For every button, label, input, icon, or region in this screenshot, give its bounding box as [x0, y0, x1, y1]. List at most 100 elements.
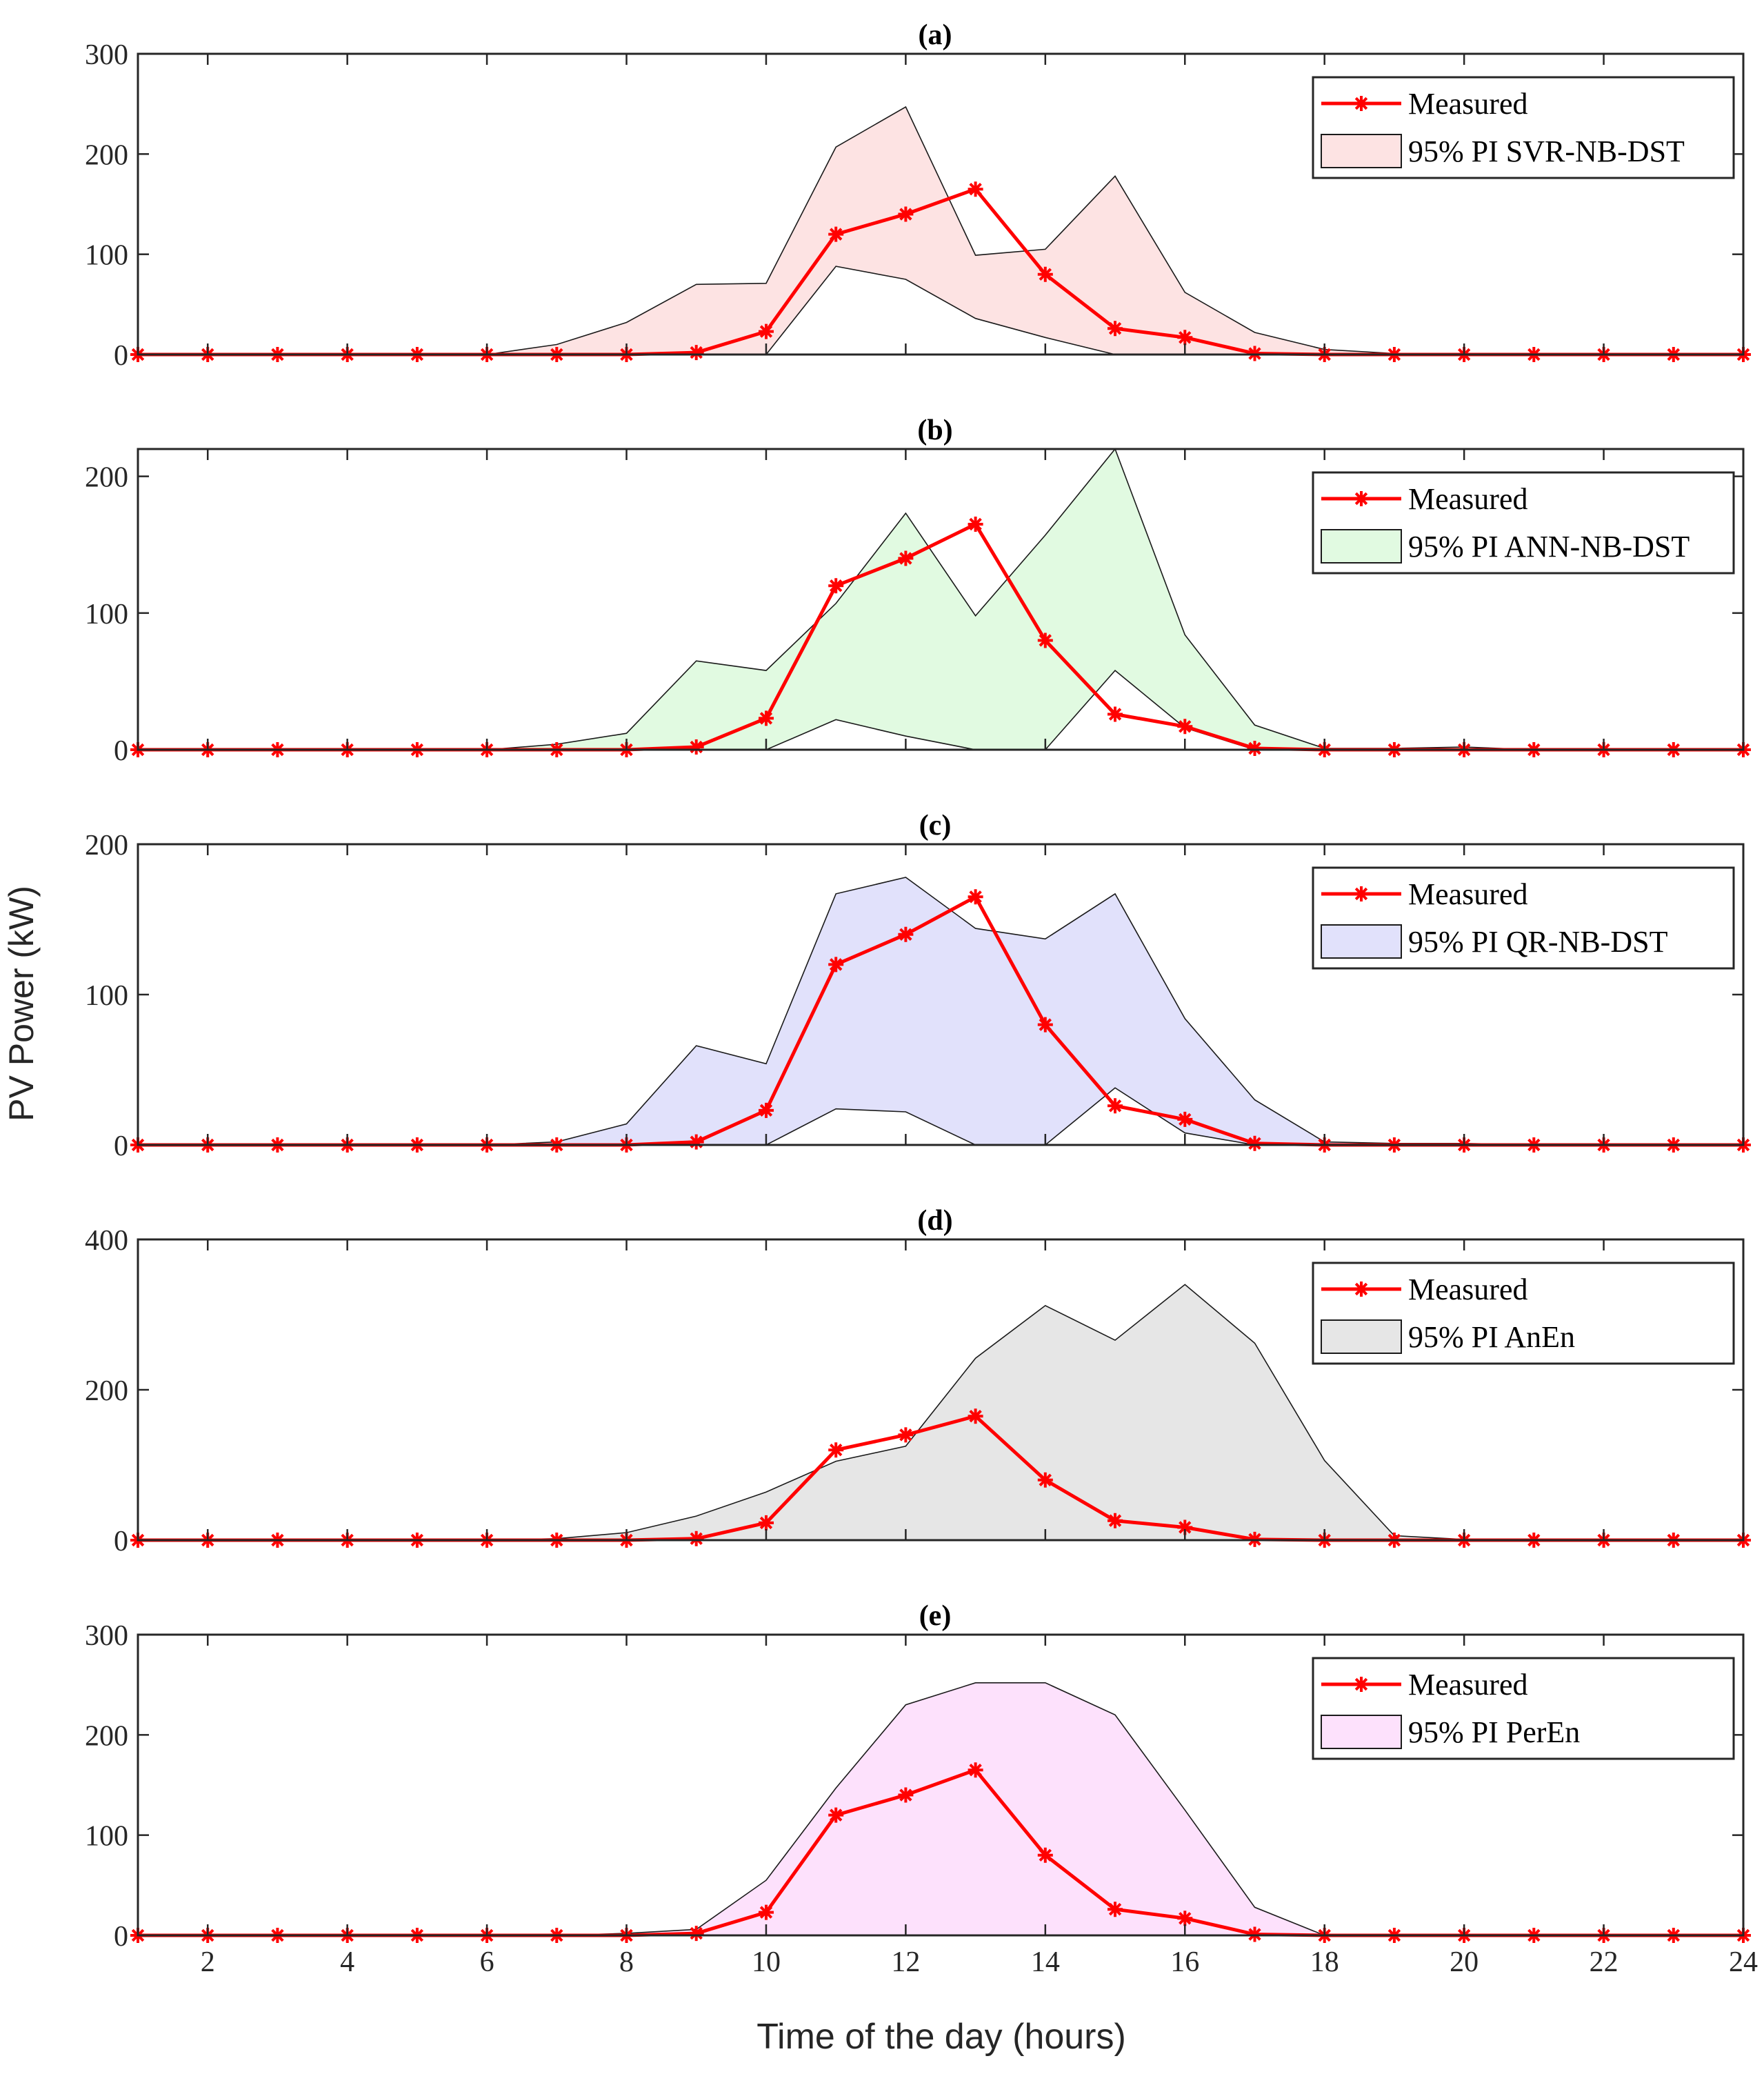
measured-point [1107, 1902, 1123, 1917]
legend: Measured 95% PI SVR-NB-DST [1312, 76, 1735, 179]
measured-point [1037, 266, 1053, 282]
y-tick-label: 400 [85, 1225, 128, 1257]
measured-point [968, 517, 983, 532]
legend-interval-label: 95% PI ANN-NB-DST [1408, 530, 1690, 564]
y-tick-label: 100 [85, 980, 128, 1012]
measured-point [688, 345, 704, 361]
legend-measured-label: Measured [1408, 877, 1528, 911]
y-tick-label: 200 [85, 830, 128, 861]
measured-point [828, 578, 844, 594]
legend-interval-label: 95% PI QR-NB-DST [1408, 925, 1668, 959]
y-tick-label: 100 [85, 599, 128, 630]
measured-point [1177, 1111, 1193, 1127]
y-tick-label: 0 [114, 340, 128, 372]
legend-interval-swatch [1321, 1319, 1402, 1354]
panel-title: (d) [917, 1205, 952, 1237]
y-tick-label: 200 [85, 462, 128, 494]
measured-point [968, 889, 983, 905]
x-tick-label: 6 [480, 1946, 494, 1978]
legend-interval-swatch [1321, 1715, 1402, 1749]
legend-interval-label: 95% PI AnEn [1408, 1320, 1575, 1354]
legend-measured-label: Measured [1408, 482, 1528, 516]
panel-c: 0 100 200 (c) Measured 95% PI QR-NB-DST [85, 810, 1751, 1162]
legend-interval-swatch [1321, 134, 1402, 168]
x-tick-label: 4 [340, 1946, 354, 1978]
y-tick-label: 100 [85, 1821, 128, 1853]
prediction-interval-band [138, 449, 1743, 750]
legend-interval-swatch [1321, 529, 1402, 564]
prediction-interval-band [138, 1682, 1743, 1935]
legend-measured-label: Measured [1408, 1668, 1528, 1702]
legend-interval-label: 95% PI SVR-NB-DST [1408, 134, 1685, 168]
legend: Measured 95% PI PerEn [1312, 1657, 1735, 1760]
y-tick-label: 200 [85, 1720, 128, 1752]
measured-point [1107, 321, 1123, 337]
y-tick-label: 200 [85, 139, 128, 171]
y-tick-label: 0 [114, 1921, 128, 1953]
y-tick-label: 0 [114, 1130, 128, 1162]
measured-point [759, 1904, 774, 1920]
x-tick-label: 20 [1450, 1946, 1479, 1978]
axes-box [137, 1633, 1745, 1937]
axes-box [137, 52, 1745, 356]
measured-point [968, 181, 983, 197]
measured-point [828, 1442, 844, 1458]
x-tick-label: 18 [1310, 1946, 1339, 1978]
measured-point [828, 957, 844, 973]
y-tick-label: 300 [85, 1620, 128, 1652]
y-tick-label: 100 [85, 240, 128, 272]
measured-point [1247, 741, 1263, 756]
measured-point [688, 739, 704, 755]
legend-interval-swatch [1321, 924, 1402, 959]
measured-point [759, 1515, 774, 1530]
measured-point [828, 1807, 844, 1823]
legend: Measured 95% PI ANN-NB-DST [1312, 471, 1735, 575]
y-tick-label: 300 [85, 39, 128, 71]
x-tick-label: 22 [1590, 1946, 1618, 1978]
measured-point [1037, 1847, 1053, 1863]
measured-point [1107, 1098, 1123, 1114]
panel-title: (e) [919, 1600, 952, 1632]
legend-measured-marker [1354, 886, 1369, 901]
measured-point [898, 1787, 914, 1803]
measured-point [759, 710, 774, 726]
prediction-interval-band [138, 1284, 1743, 1540]
measured-point [759, 323, 774, 339]
legend-measured-label: Measured [1408, 87, 1528, 121]
measured-point [1037, 1017, 1053, 1033]
legend-measured-marker [1354, 1282, 1369, 1297]
measured-point [1177, 1519, 1193, 1535]
legend-interval-label: 95% PI PerEn [1408, 1715, 1580, 1749]
legend: Measured 95% PI QR-NB-DST [1312, 866, 1735, 970]
panel-title: (c) [919, 810, 952, 841]
panel-title: (b) [917, 415, 952, 446]
x-tick-label: 14 [1031, 1946, 1060, 1978]
measured-point [968, 1762, 983, 1778]
x-axis-label: Time of the day (hours) [756, 2017, 1126, 2057]
measured-point [688, 1926, 704, 1942]
panel-d: 0 200 400 (d) Measured 95% PI AnEn [85, 1205, 1751, 1557]
measured-point [688, 1134, 704, 1150]
measured-point [688, 1530, 704, 1546]
legend-measured-marker [1354, 96, 1369, 111]
prediction-interval-band [138, 877, 1743, 1145]
panel-b: 0 100 200 (b) Measured 95% PI ANN-NB-DST [85, 415, 1751, 767]
prediction-interval-band [138, 107, 1743, 355]
measured-point [1037, 632, 1053, 648]
y-tick-label: 200 [85, 1375, 128, 1407]
x-tick-label: 12 [891, 1946, 920, 1978]
legend: Measured 95% PI AnEn [1312, 1262, 1735, 1365]
legend-measured-marker [1354, 491, 1369, 506]
axes-box [137, 448, 1745, 751]
measured-point [828, 226, 844, 242]
measured-point [1107, 706, 1123, 722]
measured-point [1247, 1135, 1263, 1151]
x-tick-label: 10 [752, 1946, 781, 1978]
x-tick-label: 16 [1170, 1946, 1199, 1978]
y-tick-label: 0 [114, 1526, 128, 1557]
measured-point [968, 1408, 983, 1424]
y-tick-label: 0 [114, 735, 128, 767]
x-tick-label: 24 [1729, 1946, 1758, 1978]
